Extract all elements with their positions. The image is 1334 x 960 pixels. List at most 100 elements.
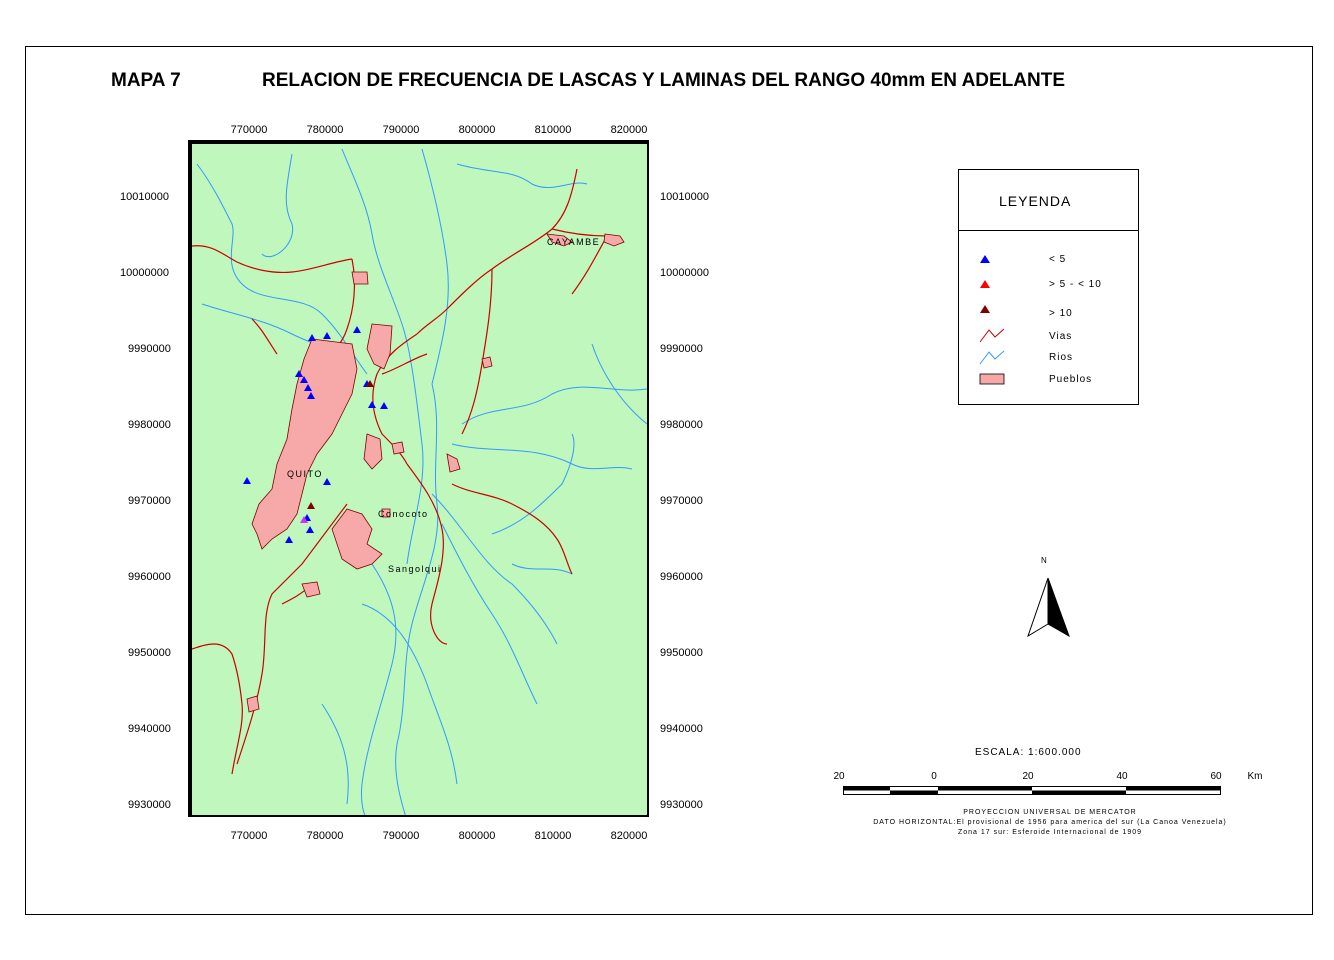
scale-title: ESCALA: 1:600.000 xyxy=(975,747,1082,758)
x-tick-bottom: 800000 xyxy=(458,830,496,842)
scale-label: 40 xyxy=(1116,771,1128,782)
triangle-low-icon xyxy=(980,255,990,263)
place-label-conocoto: Conocoto xyxy=(378,509,429,519)
road xyxy=(451,483,573,575)
road xyxy=(551,228,608,237)
place-label-quito: QUITO xyxy=(287,469,323,479)
legend-label: Vias xyxy=(1049,331,1073,342)
site-marker-low xyxy=(323,478,331,485)
site-marker-low xyxy=(308,334,316,341)
river xyxy=(421,148,449,385)
x-tick-bottom: 810000 xyxy=(534,830,572,842)
y-tick-left: 9980000 xyxy=(128,419,171,431)
y-tick-left: 9970000 xyxy=(128,495,171,507)
x-tick-top: 770000 xyxy=(230,124,268,136)
scale-bar xyxy=(843,786,1221,795)
triangle-high-icon xyxy=(980,305,990,313)
town xyxy=(391,441,405,455)
town xyxy=(301,581,321,598)
y-tick-right: 9970000 xyxy=(660,495,703,507)
scale-label: 20 xyxy=(1022,771,1034,782)
legend-label: > 5 - < 10 xyxy=(1049,279,1102,290)
river xyxy=(461,386,647,425)
y-tick-left: 9940000 xyxy=(128,723,171,735)
x-tick-top: 800000 xyxy=(458,124,496,136)
y-tick-right: 9960000 xyxy=(660,571,703,583)
roads-layer xyxy=(192,168,608,775)
river xyxy=(591,343,647,425)
river xyxy=(441,523,538,705)
road xyxy=(251,318,278,355)
legend: LEYENDA < 5 > 5 - < 10 > 10 Vias Rios Pu… xyxy=(958,169,1139,405)
legend-label: Rios xyxy=(1049,352,1074,363)
y-tick-left: 9960000 xyxy=(128,571,171,583)
town xyxy=(363,433,383,470)
y-tick-right: 9990000 xyxy=(660,343,703,355)
river xyxy=(321,703,349,805)
x-tick-bottom: 780000 xyxy=(306,830,344,842)
site-marker-low xyxy=(323,332,331,339)
road xyxy=(406,463,448,645)
projection-line: DATO HORIZONTAL:El provisional de 1956 p… xyxy=(873,819,1227,826)
y-tick-left: 9950000 xyxy=(128,647,171,659)
rivers-layer xyxy=(196,148,647,815)
place-label-cayambe: CAYAMBE xyxy=(547,237,601,247)
y-tick-left: 10000000 xyxy=(120,267,169,279)
river xyxy=(395,383,439,815)
site-marker-low xyxy=(306,526,314,533)
towns-layer xyxy=(246,233,625,713)
sites-layer xyxy=(243,326,388,543)
river xyxy=(261,153,294,258)
town-area-icon xyxy=(979,373,1005,385)
y-tick-right: 9950000 xyxy=(660,647,703,659)
site-marker-low xyxy=(295,370,303,377)
map-svg xyxy=(192,148,647,815)
town-sangolqui xyxy=(331,508,383,570)
town xyxy=(381,508,391,518)
place-label-sangolqui: Sangolqui xyxy=(388,564,442,574)
scale-unit: Km xyxy=(1247,771,1263,782)
road xyxy=(416,168,578,335)
town-cayambe xyxy=(546,233,573,247)
site-marker-high xyxy=(307,502,315,509)
town xyxy=(481,356,493,369)
river xyxy=(361,603,458,785)
river xyxy=(451,443,633,470)
site-marker-low xyxy=(243,477,251,484)
x-tick-top: 790000 xyxy=(382,124,420,136)
north-label: N xyxy=(1041,556,1047,565)
town xyxy=(603,233,625,247)
y-tick-left: 10010000 xyxy=(120,191,169,203)
legend-label: > 10 xyxy=(1049,308,1073,319)
river xyxy=(431,493,558,645)
river-line-icon xyxy=(979,350,1005,365)
river xyxy=(361,563,397,815)
site-marker-low xyxy=(300,376,308,383)
legend-label: Pueblos xyxy=(1049,374,1093,385)
legend-label: < 5 xyxy=(1049,254,1067,265)
legend-title: LEYENDA xyxy=(999,193,1072,209)
road xyxy=(192,643,243,775)
map-canvas[interactable]: CAYAMBE QUITO Conocoto Sangolqui xyxy=(188,140,649,817)
town xyxy=(351,271,369,285)
y-tick-right: 9940000 xyxy=(660,723,703,735)
river xyxy=(491,433,575,535)
scale-label: 60 xyxy=(1210,771,1222,782)
road xyxy=(192,245,353,274)
site-marker-low xyxy=(307,392,315,399)
triangle-mid-icon xyxy=(980,280,990,288)
x-tick-top: 780000 xyxy=(306,124,344,136)
site-marker-low xyxy=(380,402,388,409)
site-marker-low xyxy=(353,326,361,333)
town xyxy=(366,323,393,370)
site-marker-low xyxy=(304,384,312,391)
site-marker-low xyxy=(285,536,293,543)
x-tick-bottom: 820000 xyxy=(610,830,648,842)
town-quito xyxy=(251,338,358,550)
town xyxy=(446,453,461,473)
road xyxy=(461,268,493,435)
river xyxy=(456,163,588,189)
north-arrow-icon xyxy=(1027,577,1070,638)
x-tick-top: 810000 xyxy=(534,124,572,136)
town xyxy=(246,695,260,713)
